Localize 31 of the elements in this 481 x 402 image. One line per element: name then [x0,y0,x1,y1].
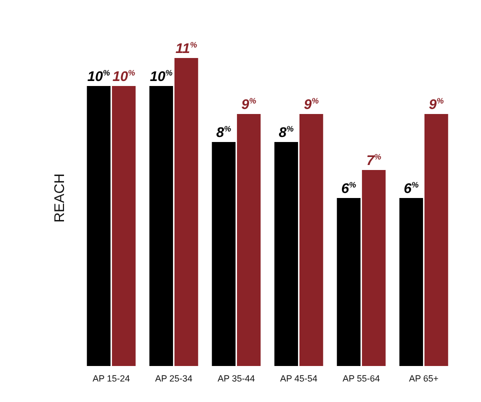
bar [336,198,361,366]
data-label: 10% [150,68,173,84]
bar [149,86,174,366]
data-label: 10% [112,68,136,84]
bar [399,198,424,366]
x-tick-label: AP 15-24 [92,374,130,384]
bar [212,142,236,366]
bar [112,86,136,366]
data-label: 6% [341,180,356,196]
data-label: 9% [241,96,256,112]
data-label: 11% [175,40,198,56]
data-label: 10% [87,68,110,84]
bar [299,114,324,366]
bar [236,114,261,366]
x-tick-label: AP 65+ [408,374,439,384]
data-label: 8% [216,124,232,140]
bar [424,114,448,366]
data-label: 9% [428,96,444,112]
bar [86,86,111,366]
bar [274,142,298,366]
x-tick-label: AP 45-54 [280,374,318,384]
data-label: 6% [404,180,419,196]
y-axis-title: REACH [51,173,67,223]
data-label: 9% [304,96,319,112]
bar [174,58,198,366]
data-label: 8% [278,124,294,140]
bar [362,170,386,366]
data-label: 7% [366,152,382,168]
x-tick-label: AP 35-44 [218,374,255,384]
x-tick-label: AP 55-64 [342,374,380,384]
x-tick-label: AP 25-34 [155,374,192,384]
